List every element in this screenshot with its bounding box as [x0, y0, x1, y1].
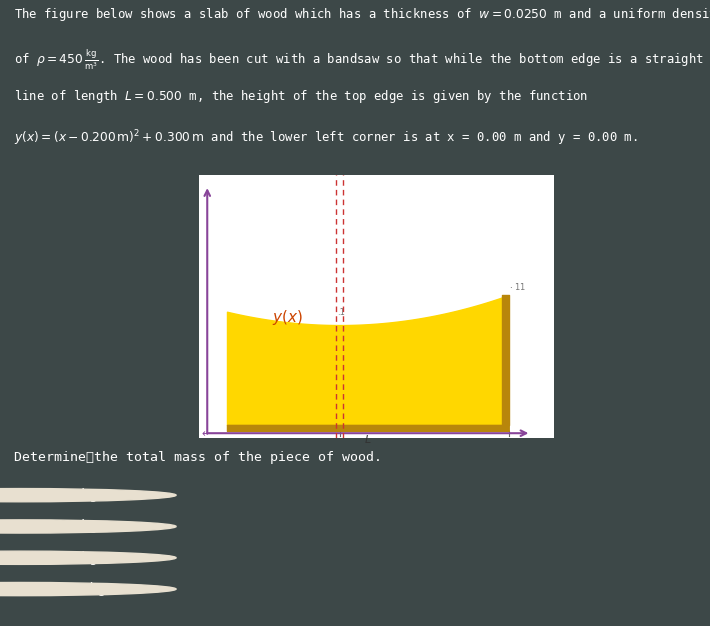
Text: $\leftarrow$: $\leftarrow$	[200, 428, 212, 438]
Text: 0.909 kg: 0.909 kg	[39, 582, 106, 596]
Text: of $\rho = 450\,\frac{\mathrm{kg}}{\mathrm{m}^3}$. The wood has been cut with a : of $\rho = 450\,\frac{\mathrm{kg}}{\math…	[14, 47, 704, 72]
Circle shape	[0, 582, 176, 596]
Text: $y(x) = (x - 0.200\,\mathrm{m})^2 + 0.300\,\mathrm{m}$ and the lower left corner: $y(x) = (x - 0.200\,\mathrm{m})^2 + 0.30…	[14, 128, 638, 148]
Text: .1: .1	[337, 308, 345, 317]
Text: 2.76 kg: 2.76 kg	[39, 488, 98, 502]
Text: $y(x)$: $y(x)$	[272, 308, 303, 327]
Text: Determine͟the total mass of the piece of wood.: Determine͟the total mass of the piece of…	[14, 451, 382, 464]
Text: The figure below shows a slab of wood which has a thickness of $w = 0.0250$ m an: The figure below shows a slab of wood wh…	[14, 6, 710, 23]
Circle shape	[0, 551, 176, 565]
Circle shape	[0, 520, 176, 533]
Text: $L$: $L$	[364, 433, 371, 445]
Circle shape	[0, 488, 176, 502]
Text: line of length $L = 0.500$ m, the height of the top edge is given by the functio: line of length $L = 0.500$ m, the height…	[14, 88, 589, 105]
Text: 1.82 kg: 1.82 kg	[39, 520, 98, 533]
Text: 3.33 kg: 3.33 kg	[39, 551, 98, 565]
Text: $\cdot$ 11: $\cdot$ 11	[509, 281, 526, 292]
